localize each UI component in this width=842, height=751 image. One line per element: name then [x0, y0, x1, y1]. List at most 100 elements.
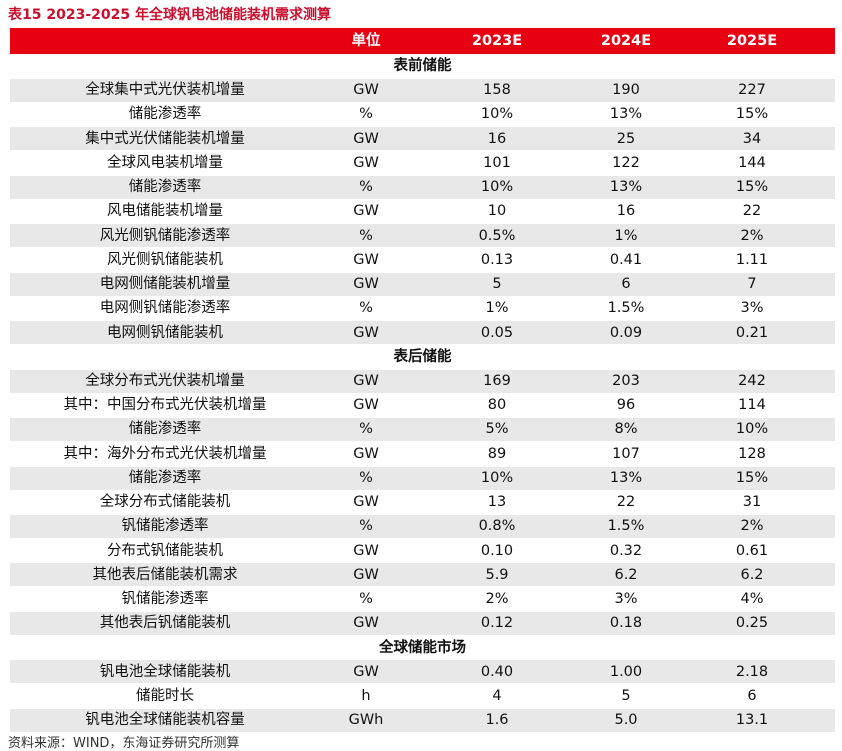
table-cell: 4: [492, 687, 502, 704]
table-cell: 242: [738, 372, 766, 389]
row-label: 钒储能渗透率: [121, 518, 209, 535]
table-cell: h: [361, 687, 371, 704]
table-cell: 0.40: [480, 663, 514, 680]
table-row: [10, 514, 835, 538]
row-label: 其他表后储能装机需求: [92, 566, 238, 583]
table-row: [10, 708, 835, 732]
row-label: 电网侧钒储能装机: [107, 324, 223, 341]
table-cell: GW: [353, 82, 379, 99]
table-cell: GW: [353, 130, 379, 147]
table-cell: 107: [612, 445, 640, 462]
row-label: 钒电池全球储能装机: [99, 663, 231, 680]
table-cell: 15%: [735, 106, 769, 123]
row-label: 风光侧钒储能渗透率: [99, 227, 231, 244]
table-cell: 31: [742, 494, 762, 511]
table-cell: 0.61: [735, 542, 769, 559]
table-cell: %: [359, 591, 373, 608]
section-header: 表前储能: [393, 58, 452, 74]
table-cell: 10%: [480, 469, 514, 486]
table-cell: 15%: [735, 179, 769, 196]
table-cell: 0.21: [735, 324, 769, 341]
row-label: 电网侧储能装机增量: [99, 276, 231, 293]
table-cell: 5.9: [485, 566, 509, 583]
table-cell: 3%: [740, 300, 764, 317]
table-cell: 22: [616, 494, 636, 511]
table-row: [10, 563, 835, 587]
row-label: 储能渗透率: [128, 421, 202, 438]
table-cell: 0.13: [480, 251, 514, 268]
row-label: 储能渗透率: [128, 106, 202, 123]
table-cell: 0.05: [480, 324, 514, 341]
table-cell: 13%: [609, 179, 643, 196]
table-row: [10, 272, 835, 296]
table-cell: 114: [738, 397, 766, 414]
row-label: 分布式钒储能装机: [107, 542, 223, 559]
table-cell: GW: [353, 542, 379, 559]
table-cell: GW: [353, 445, 379, 462]
table-cell: 0.5%: [478, 227, 516, 244]
section-header: 全球储能市场: [379, 639, 466, 656]
table-cell: 0.32: [609, 542, 643, 559]
row-label: 集中式光伏储能装机增量: [85, 130, 245, 147]
table-cell: 3%: [614, 591, 638, 608]
table-cell: %: [359, 179, 373, 196]
table-cell: 0.41: [609, 251, 643, 268]
column-header: 2025E: [726, 33, 778, 49]
table-row: [10, 175, 835, 199]
table-row: [10, 321, 835, 345]
table-cell: %: [359, 227, 373, 244]
table-cell: 16: [616, 203, 636, 220]
table-cell: 5.0: [614, 712, 638, 729]
table-cell: 7: [747, 276, 757, 293]
table-cell: 6: [621, 276, 631, 293]
table-cell: 0.10: [480, 542, 514, 559]
table-cell: 169: [483, 372, 511, 389]
table-cell: 25: [616, 130, 636, 147]
table-cell: GW: [353, 251, 379, 268]
table-cell: 13%: [609, 469, 643, 486]
table-cell: 2%: [740, 227, 764, 244]
row-label: 其他表后钒储能装机: [99, 615, 231, 632]
row-label: 风电储能装机增量: [107, 203, 223, 220]
table-cell: 10%: [735, 421, 769, 438]
column-header: 单位: [351, 33, 381, 49]
table-cell: 6.2: [740, 566, 764, 583]
table-cell: 1%: [485, 300, 509, 317]
table-cell: 203: [612, 372, 640, 389]
table-cell: 89: [487, 445, 507, 462]
table-cell: 22: [742, 203, 762, 220]
table-cell: 0.25: [735, 615, 769, 632]
table-cell: 1.11: [735, 251, 769, 268]
table-cell: 6: [747, 687, 757, 704]
table-cell: 1%: [614, 227, 638, 244]
table-cell: 101: [483, 154, 511, 171]
table-cell: 190: [612, 82, 640, 99]
table-cell: 8%: [614, 421, 638, 438]
row-label: 全球风电装机增量: [107, 154, 223, 171]
table-cell: GW: [353, 494, 379, 511]
row-label: 储能时长: [136, 687, 194, 704]
table-cell: 80: [487, 397, 507, 414]
table-cell: GW: [353, 203, 379, 220]
table-cell: 2.18: [735, 663, 769, 680]
row-label: 储能渗透率: [128, 469, 202, 486]
row-label: 其中：中国分布式光伏装机增量: [63, 397, 267, 414]
table-cell: 0.8%: [478, 518, 516, 535]
table-cell: 227: [738, 82, 766, 99]
table-cell: %: [359, 106, 373, 123]
table-cell: 122: [612, 154, 640, 171]
table-cell: 0.18: [609, 615, 643, 632]
table-cell: 158: [483, 82, 511, 99]
table-cell: %: [359, 300, 373, 317]
row-label: 钒电池全球储能装机容量: [85, 712, 245, 729]
table-row: [10, 466, 835, 490]
table-row: [10, 611, 835, 635]
table-cell: %: [359, 469, 373, 486]
table-cell: GWh: [348, 712, 384, 729]
row-label: 全球分布式光伏装机增量: [85, 372, 245, 389]
table-cell: 13: [487, 494, 507, 511]
table-cell: 10%: [480, 179, 514, 196]
table-row: [10, 369, 835, 393]
column-header: 2023E: [471, 33, 523, 49]
table-cell: GW: [353, 154, 379, 171]
